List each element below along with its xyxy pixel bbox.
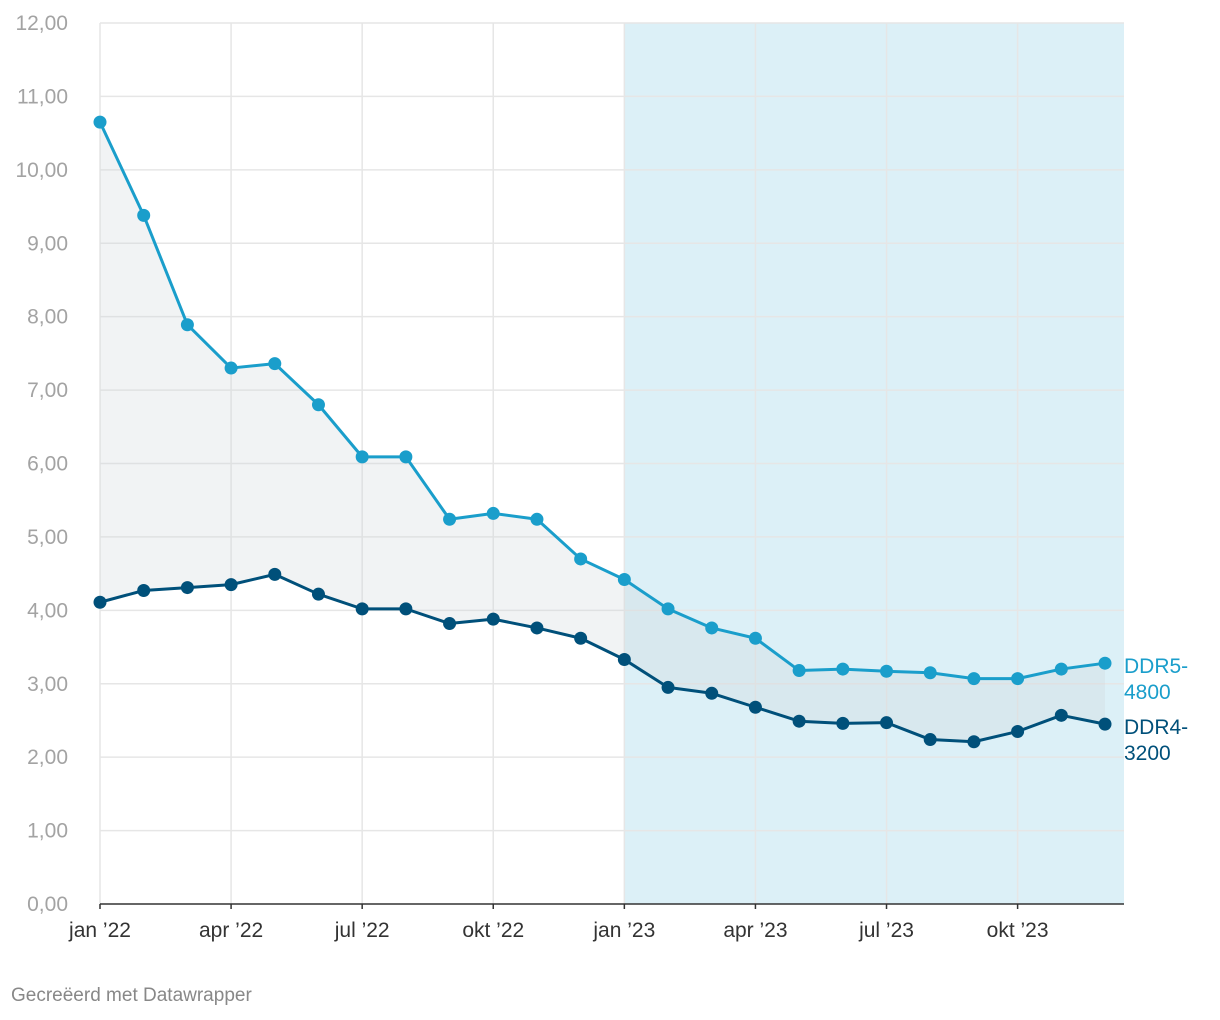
data-point: [1054, 708, 1068, 722]
data-point: [880, 716, 894, 730]
data-point: [399, 602, 413, 616]
data-point: [661, 602, 675, 616]
data-point: [923, 733, 937, 747]
series-label: DDR5-4800: [1124, 655, 1188, 704]
data-point: [443, 512, 457, 526]
y-tick-label: 3,00: [27, 673, 68, 696]
data-point: [880, 664, 894, 678]
data-point: [486, 506, 500, 520]
data-point: [93, 115, 107, 129]
data-point: [355, 602, 369, 616]
data-point: [792, 664, 806, 678]
data-point: [748, 631, 762, 645]
credit-text: Gecreëerd met Datawrapper: [11, 985, 252, 1006]
series-labels: DDR5-4800 DDR4-3200: [1124, 655, 1188, 765]
data-point: [486, 612, 500, 626]
series-line-1: [98, 121, 1106, 681]
axes: 0,00 1,00 2,00 3,00 4,00 5,00 6,00 7,00 8,00 9,00…: [15, 12, 1124, 942]
data-point: [574, 631, 588, 645]
data-point: [530, 512, 544, 526]
data-point: [617, 653, 631, 667]
range-band: [100, 122, 1105, 742]
data-point: [967, 672, 981, 686]
data-point: [836, 662, 850, 676]
data-point: [180, 318, 194, 332]
data-point: [1098, 717, 1112, 731]
x-tick-label: apr ’23: [723, 919, 787, 942]
data-point: [180, 581, 194, 595]
data-point: [1011, 672, 1025, 686]
data-point: [443, 617, 457, 631]
data-point: [836, 716, 850, 730]
x-tick-label: apr ’22: [199, 919, 263, 942]
x-tick-label: okt ’22: [462, 919, 524, 942]
y-tick-label: 11,00: [17, 85, 68, 108]
data-point: [748, 700, 762, 714]
data-point: [399, 450, 413, 464]
data-point: [224, 361, 238, 375]
y-tick-label: 5,00: [27, 526, 68, 549]
data-point: [792, 714, 806, 728]
range-band-area: [100, 122, 1105, 742]
series-line-2: [99, 572, 1106, 744]
x-tick-label: jul ’22: [334, 919, 390, 942]
data-point: [311, 398, 325, 412]
x-tick-label: okt ’23: [987, 919, 1049, 942]
series-label: DDR4-3200: [1124, 716, 1188, 765]
data-point: [574, 552, 588, 566]
x-tick-label: jan ’22: [68, 919, 131, 942]
data-point: [268, 357, 282, 371]
x-tick-label: jan ’23: [592, 919, 655, 942]
x-tick-label: jul ’23: [858, 919, 914, 942]
y-tick-label: 4,00: [27, 599, 68, 622]
data-point: [1098, 656, 1112, 670]
data-point: [1054, 662, 1068, 676]
y-tick-label: 6,00: [27, 453, 68, 476]
data-point: [137, 584, 151, 598]
data-point: [705, 621, 719, 635]
y-tick-label: 1,00: [27, 820, 68, 843]
y-tick-label: 0,00: [27, 893, 68, 916]
data-point: [661, 680, 675, 694]
data-point: [705, 686, 719, 700]
data-point: [530, 621, 544, 635]
data-point: [93, 595, 107, 609]
line-chart: 0,00 1,00 2,00 3,00 4,00 5,00 6,00 7,00 8,00 9,00…: [15, 12, 1188, 942]
y-tick-label: 2,00: [27, 746, 68, 769]
y-tick-label: 10,00: [15, 159, 68, 182]
data-point: [617, 572, 631, 586]
data-point: [923, 666, 937, 680]
data-point: [1011, 724, 1025, 738]
gridlines: [99, 22, 1124, 904]
y-tick-label: 8,00: [27, 306, 68, 329]
data-point: [311, 587, 325, 601]
data-point: [268, 567, 282, 581]
data-point: [967, 735, 981, 749]
y-tick-label: 9,00: [27, 232, 68, 255]
data-point: [224, 578, 238, 592]
y-tick-label: 7,00: [27, 379, 68, 402]
y-tick-label: 12,00: [15, 12, 68, 35]
data-point: [137, 208, 151, 222]
series: [93, 115, 1112, 749]
data-point: [355, 450, 369, 464]
